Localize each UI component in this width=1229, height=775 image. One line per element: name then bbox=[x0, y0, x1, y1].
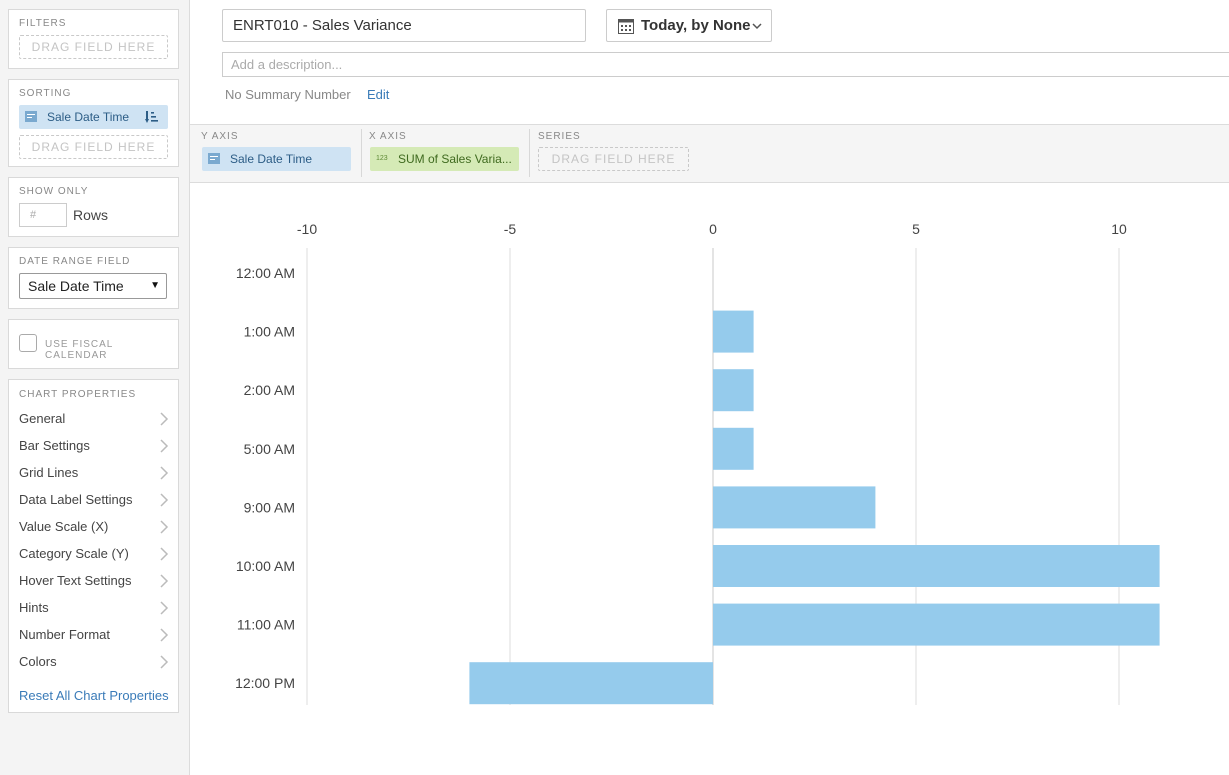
chart-properties-panel: CHART PROPERTIES General Bar Settings Grid… bbox=[8, 379, 179, 713]
date-range-title: DATE RANGE FIELD bbox=[19, 256, 131, 267]
sorting-panel: SORTING Sale Date Time DRAG FIELD HERE bbox=[8, 79, 179, 167]
chart-bar[interactable] bbox=[713, 369, 754, 412]
chart-property-item[interactable]: Value Scale (X) bbox=[19, 516, 171, 538]
date-filter-button[interactable]: Today, by None bbox=[606, 9, 772, 42]
chart-property-label: Colors bbox=[19, 654, 57, 669]
report-title-input[interactable]: ENRT010 - Sales Variance bbox=[222, 9, 586, 42]
calendar-icon bbox=[618, 19, 634, 34]
filters-panel: FILTERS DRAG FIELD HERE bbox=[8, 9, 179, 69]
chart-property-item[interactable]: Data Label Settings bbox=[19, 489, 171, 511]
chevron-right-icon bbox=[160, 574, 169, 588]
x-tick-label: -10 bbox=[297, 221, 317, 237]
rows-label: Rows bbox=[73, 207, 109, 223]
date-range-panel: DATE RANGE FIELD Sale Date Time ▼ bbox=[8, 247, 179, 309]
x-axis-field-label: SUM of Sales Varia... bbox=[398, 152, 512, 166]
y-axis-label: Y AXIS bbox=[201, 131, 239, 142]
reset-chart-properties-link[interactable]: Reset All Chart Properties bbox=[19, 688, 169, 703]
date-filter-label: Today, by None bbox=[641, 17, 751, 34]
sort-ascending-icon[interactable] bbox=[145, 111, 159, 123]
chart-bar[interactable] bbox=[713, 486, 876, 529]
chart-property-item[interactable]: General bbox=[19, 408, 171, 430]
filters-title: FILTERS bbox=[19, 18, 67, 29]
dropdown-arrow-icon: ▼ bbox=[150, 280, 160, 291]
edit-summary-link[interactable]: Edit bbox=[367, 87, 390, 102]
chart-property-label: General bbox=[19, 411, 66, 426]
y-category-label: 12:00 PM bbox=[235, 675, 295, 691]
fiscal-panel: USE FISCAL CALENDAR bbox=[8, 319, 179, 369]
description-input[interactable]: Add a description... bbox=[222, 52, 1229, 77]
date-range-select[interactable]: Sale Date Time ▼ bbox=[19, 273, 167, 299]
x-tick-label: 0 bbox=[709, 221, 717, 237]
chart-property-item[interactable]: Hover Text Settings bbox=[19, 570, 171, 592]
axis-divider bbox=[529, 129, 530, 177]
chart-bar[interactable] bbox=[713, 603, 1160, 646]
chart-property-label: Value Scale (X) bbox=[19, 519, 109, 534]
chart-property-label: Bar Settings bbox=[19, 438, 90, 453]
date-field-icon bbox=[25, 111, 37, 122]
filters-drop-zone[interactable]: DRAG FIELD HERE bbox=[19, 35, 168, 59]
fiscal-calendar-checkbox[interactable] bbox=[19, 334, 37, 352]
show-only-title: SHOW ONLY bbox=[19, 186, 89, 197]
numeric-field-icon: 123 bbox=[376, 155, 388, 162]
chart-canvas: -10 -5 0 5 10 12:00 AM 1:00 AM 2:00 AM 5:00 AM 9:… bbox=[235, 221, 1160, 705]
chart-property-label: Number Format bbox=[19, 627, 111, 642]
y-axis-field-label: Sale Date Time bbox=[230, 152, 313, 166]
chart-property-label: Grid Lines bbox=[19, 465, 79, 480]
y-category-label: 12:00 AM bbox=[236, 265, 295, 281]
chart-property-item[interactable]: Category Scale (Y) bbox=[19, 543, 171, 565]
chart-bar[interactable] bbox=[469, 662, 713, 705]
sorting-field-label: Sale Date Time bbox=[47, 110, 130, 124]
chart-property-item[interactable]: Bar Settings bbox=[19, 435, 171, 457]
series-label: SERIES bbox=[538, 131, 581, 142]
date-range-value: Sale Date Time bbox=[28, 278, 124, 294]
chevron-right-icon bbox=[160, 412, 169, 426]
axis-divider bbox=[361, 129, 362, 177]
y-category-label: 10:00 AM bbox=[236, 558, 295, 574]
y-category-label: 9:00 AM bbox=[244, 499, 295, 515]
fiscal-calendar-label: USE FISCAL CALENDAR bbox=[45, 339, 113, 361]
chevron-right-icon bbox=[160, 466, 169, 480]
chevron-right-icon bbox=[160, 439, 169, 453]
rows-count-input[interactable]: # bbox=[19, 203, 67, 227]
chevron-right-icon bbox=[160, 520, 169, 534]
sorting-field-pill[interactable]: Sale Date Time bbox=[19, 105, 168, 129]
x-axis-field-pill[interactable]: 123 SUM of Sales Varia... bbox=[370, 147, 519, 171]
x-axis-label: X AXIS bbox=[369, 131, 407, 142]
chart-property-label: Hover Text Settings bbox=[19, 573, 132, 588]
chevron-right-icon bbox=[160, 547, 169, 561]
chart-property-label: Hints bbox=[19, 600, 49, 615]
x-tick-label: 5 bbox=[912, 221, 920, 237]
chart-bar[interactable] bbox=[713, 545, 1160, 587]
y-category-label: 2:00 AM bbox=[244, 382, 295, 398]
chart-property-label: Data Label Settings bbox=[19, 492, 133, 507]
chart-property-item[interactable]: Grid Lines bbox=[19, 462, 171, 484]
chevron-right-icon bbox=[160, 655, 169, 669]
chart-property-item[interactable]: Number Format bbox=[19, 624, 171, 646]
summary-number-text: No Summary Number bbox=[225, 87, 351, 102]
sorting-title: SORTING bbox=[19, 88, 72, 99]
show-only-panel: SHOW ONLY # Rows bbox=[8, 177, 179, 237]
sorting-drop-zone[interactable]: DRAG FIELD HERE bbox=[19, 135, 168, 159]
x-tick-label: 10 bbox=[1111, 221, 1127, 237]
axis-fields-bar: Y AXIS Sale Date Time X AXIS 123 SUM of … bbox=[190, 124, 1229, 183]
series-drop-zone[interactable]: DRAG FIELD HERE bbox=[538, 147, 689, 171]
chart-bar[interactable] bbox=[713, 310, 754, 353]
chart-property-label: Category Scale (Y) bbox=[19, 546, 129, 561]
y-axis-field-pill[interactable]: Sale Date Time bbox=[202, 147, 351, 171]
bar-chart: -10 -5 0 5 10 12:00 AM 1:00 AM 2:00 AM 5:00 AM 9:… bbox=[190, 182, 1229, 775]
date-field-icon bbox=[208, 153, 220, 164]
chart-properties-title: CHART PROPERTIES bbox=[19, 389, 137, 400]
chart-property-item[interactable]: Colors bbox=[19, 651, 171, 673]
y-category-label: 11:00 AM bbox=[237, 617, 295, 633]
x-tick-label: -5 bbox=[504, 221, 517, 237]
y-category-label: 1:00 AM bbox=[244, 324, 295, 340]
chevron-right-icon bbox=[160, 601, 169, 615]
chevron-right-icon bbox=[160, 628, 169, 642]
chart-bar[interactable] bbox=[713, 427, 754, 470]
chevron-right-icon bbox=[160, 493, 169, 507]
chevron-down-icon bbox=[752, 23, 762, 30]
chart-property-item[interactable]: Hints bbox=[19, 597, 171, 619]
y-category-label: 5:00 AM bbox=[244, 441, 295, 457]
sidebar: FILTERS DRAG FIELD HERE SORTING Sale Dat… bbox=[0, 0, 190, 775]
